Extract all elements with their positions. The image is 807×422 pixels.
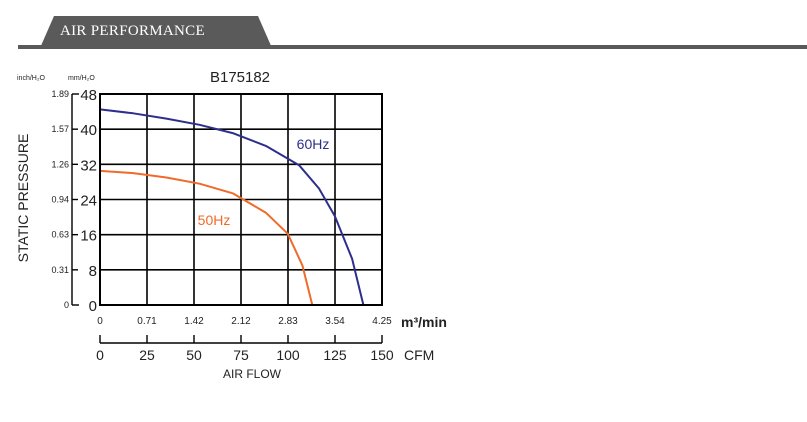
y-tick-label-inch: 0: [64, 300, 69, 310]
y-tick-label-mm: 24: [80, 193, 97, 210]
x-tick-label-cfm: 75: [233, 347, 249, 363]
section-header: AIR PERFORMANCE: [0, 12, 807, 50]
y-tick-label-inch: 1.89: [51, 89, 69, 99]
y-unit-left: inch/H₂O: [17, 75, 46, 82]
y-tick-label-inch: 1.26: [51, 159, 69, 169]
y-tick-label-mm: 8: [89, 263, 97, 280]
x-tick-label-m3: 0.71: [137, 316, 157, 327]
chart-curves: [99, 108, 365, 306]
y-tick-label-inch: 0.94: [51, 195, 69, 205]
y-tick-label-mm: 40: [80, 122, 97, 139]
x-tick-label-cfm: 25: [139, 347, 155, 363]
x-tick-label-m3: 1.42: [184, 316, 204, 327]
series-line-50hz: [99, 169, 314, 306]
y-tick-label-mm: 16: [80, 228, 97, 245]
y-tick-label-inch: 0.63: [51, 230, 69, 240]
section-title: AIR PERFORMANCE: [60, 23, 205, 39]
x-tick-label-cfm: 100: [276, 347, 300, 363]
x-tick-label-m3: 2.83: [278, 316, 298, 327]
chart-title: B175182: [210, 69, 270, 86]
x-tick-label-m3: 4.25: [372, 316, 392, 327]
y-tick-label-mm: 48: [80, 87, 97, 104]
x-unit-top: m³/min: [401, 314, 447, 330]
section-tab: [40, 16, 272, 48]
chart-grid: [100, 94, 382, 305]
y-tick-label-mm: 0: [89, 298, 97, 315]
x-tick-label-cfm: 125: [323, 347, 347, 363]
series-label-50hz: 50Hz: [198, 212, 231, 228]
x-tick-label-m3: 3.54: [325, 316, 345, 327]
y-axis-title: STATIC PRESSURE: [15, 134, 31, 263]
series-line-60hz: [99, 108, 365, 306]
y-unit-right: mm/H₂O: [68, 75, 95, 82]
chart-frame: [71, 93, 383, 344]
y-tick-label-inch: 1.57: [51, 124, 69, 134]
x-tick-label-m3: 2.12: [231, 316, 251, 327]
plot-frame: [99, 93, 383, 306]
x-tick-label-cfm: 0: [96, 347, 104, 363]
series-label-60hz: 60Hz: [297, 136, 330, 152]
x-axis-title: AIR FLOW: [223, 367, 282, 381]
section-rule: [18, 45, 807, 49]
y-tick-label-inch: 0.31: [51, 265, 69, 275]
x-tick-label-cfm: 50: [186, 347, 202, 363]
y-tick-label-mm: 32: [80, 157, 97, 174]
x-tick-label-cfm: 150: [370, 347, 394, 363]
x-unit-bottom: CFM: [404, 347, 434, 363]
x-tick-label-m3: 0: [97, 316, 103, 327]
